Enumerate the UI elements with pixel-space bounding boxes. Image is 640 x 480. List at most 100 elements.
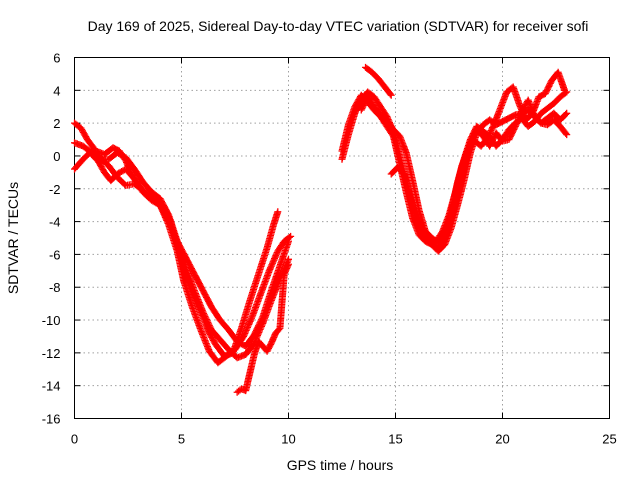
data-point xyxy=(256,319,264,327)
data-point xyxy=(258,314,266,322)
data-point xyxy=(245,320,253,328)
data-point xyxy=(272,250,280,258)
data-point xyxy=(247,316,255,324)
data-point xyxy=(274,208,282,216)
data-point xyxy=(202,315,210,323)
data-point xyxy=(156,201,164,209)
series-track-3 xyxy=(71,147,292,350)
chart-title: Day 169 of 2025, Sidereal Day-to-day VTE… xyxy=(88,18,589,34)
data-point xyxy=(266,265,274,273)
y-tick-label: -12 xyxy=(42,346,61,361)
data-point xyxy=(257,317,265,325)
data-point xyxy=(285,233,293,241)
grid-layer xyxy=(74,57,610,419)
data-point xyxy=(159,209,167,217)
data-point xyxy=(158,206,166,214)
data-point xyxy=(251,329,259,337)
x-tick-label: 15 xyxy=(388,432,402,447)
data-point xyxy=(242,328,250,336)
data-point xyxy=(200,309,208,317)
series-track-10 xyxy=(387,68,569,245)
data-point xyxy=(242,326,250,334)
data-point xyxy=(268,261,276,269)
y-tick-label: -10 xyxy=(42,313,61,328)
y-tick-label: -2 xyxy=(49,182,61,197)
x-tick-label: 0 xyxy=(71,432,78,447)
y-tick-label: 0 xyxy=(53,149,60,164)
data-point xyxy=(285,260,292,268)
mark-layer xyxy=(71,63,571,396)
y-tick-label: -6 xyxy=(49,247,61,262)
y-tick-label: -8 xyxy=(49,280,61,295)
data-point xyxy=(245,319,253,327)
data-point xyxy=(253,325,261,333)
data-point xyxy=(267,262,275,270)
data-point xyxy=(240,332,248,340)
plot-frame xyxy=(74,57,610,419)
data-point xyxy=(265,267,273,275)
y-tick-label: 6 xyxy=(53,51,60,66)
data-point xyxy=(204,318,212,326)
data-point xyxy=(271,253,279,261)
data-point xyxy=(563,131,571,139)
x-tick-label: 25 xyxy=(602,432,616,447)
series-track-4 xyxy=(88,150,295,367)
data-point xyxy=(202,314,210,322)
data-point xyxy=(386,90,394,98)
data-point xyxy=(267,264,275,272)
data-point xyxy=(247,314,255,322)
data-point xyxy=(257,316,265,324)
tick-layer: 0 5 10 15 20 25 -16 -14 -12 -10 -8 -6 -4 -2 0 2 4 6 xyxy=(42,51,617,447)
x-tick-label: 20 xyxy=(495,432,509,447)
y-tick-label: -14 xyxy=(42,379,61,394)
y-tick-label: -16 xyxy=(42,412,61,427)
y-tick-label: -4 xyxy=(49,215,61,230)
data-point xyxy=(562,129,570,137)
data-point xyxy=(254,323,262,331)
data-point xyxy=(255,322,263,330)
series-track-7 xyxy=(338,91,571,252)
data-point xyxy=(164,219,172,227)
data-point xyxy=(561,86,569,94)
data-point xyxy=(199,308,207,316)
data-point xyxy=(159,207,167,215)
data-point xyxy=(200,311,208,319)
data-point xyxy=(269,258,277,266)
data-point xyxy=(163,218,171,226)
data-point xyxy=(246,317,254,325)
data-point xyxy=(272,252,280,260)
data-point xyxy=(243,325,251,333)
data-point xyxy=(271,255,279,263)
data-point xyxy=(252,328,260,336)
data-point xyxy=(244,323,252,331)
data-point xyxy=(157,204,165,212)
data-point xyxy=(162,215,170,223)
x-tick-label: 10 xyxy=(281,432,295,447)
y-tick-label: 2 xyxy=(53,116,60,131)
data-point xyxy=(255,320,263,328)
x-axis-label: GPS time / hours xyxy=(287,457,394,473)
data-point xyxy=(157,203,165,211)
data-point xyxy=(563,109,571,117)
data-point xyxy=(252,326,260,334)
data-point xyxy=(562,110,570,118)
data-point xyxy=(206,323,214,331)
data-point xyxy=(240,331,248,339)
data-point xyxy=(205,321,213,329)
data-point xyxy=(269,259,277,267)
y-tick-label: 4 xyxy=(53,83,60,98)
series-track-5 xyxy=(233,260,292,396)
data-point xyxy=(161,213,169,221)
data-point xyxy=(160,210,168,218)
data-point xyxy=(203,317,211,325)
data-point xyxy=(244,322,252,330)
data-point xyxy=(161,212,169,220)
data-point xyxy=(241,329,249,337)
data-point xyxy=(163,216,171,224)
data-point xyxy=(387,91,395,99)
data-point xyxy=(201,312,209,320)
data-point xyxy=(287,232,295,240)
y-axis-label: SDTVAR / TECUs xyxy=(5,182,21,294)
data-point xyxy=(205,320,213,328)
